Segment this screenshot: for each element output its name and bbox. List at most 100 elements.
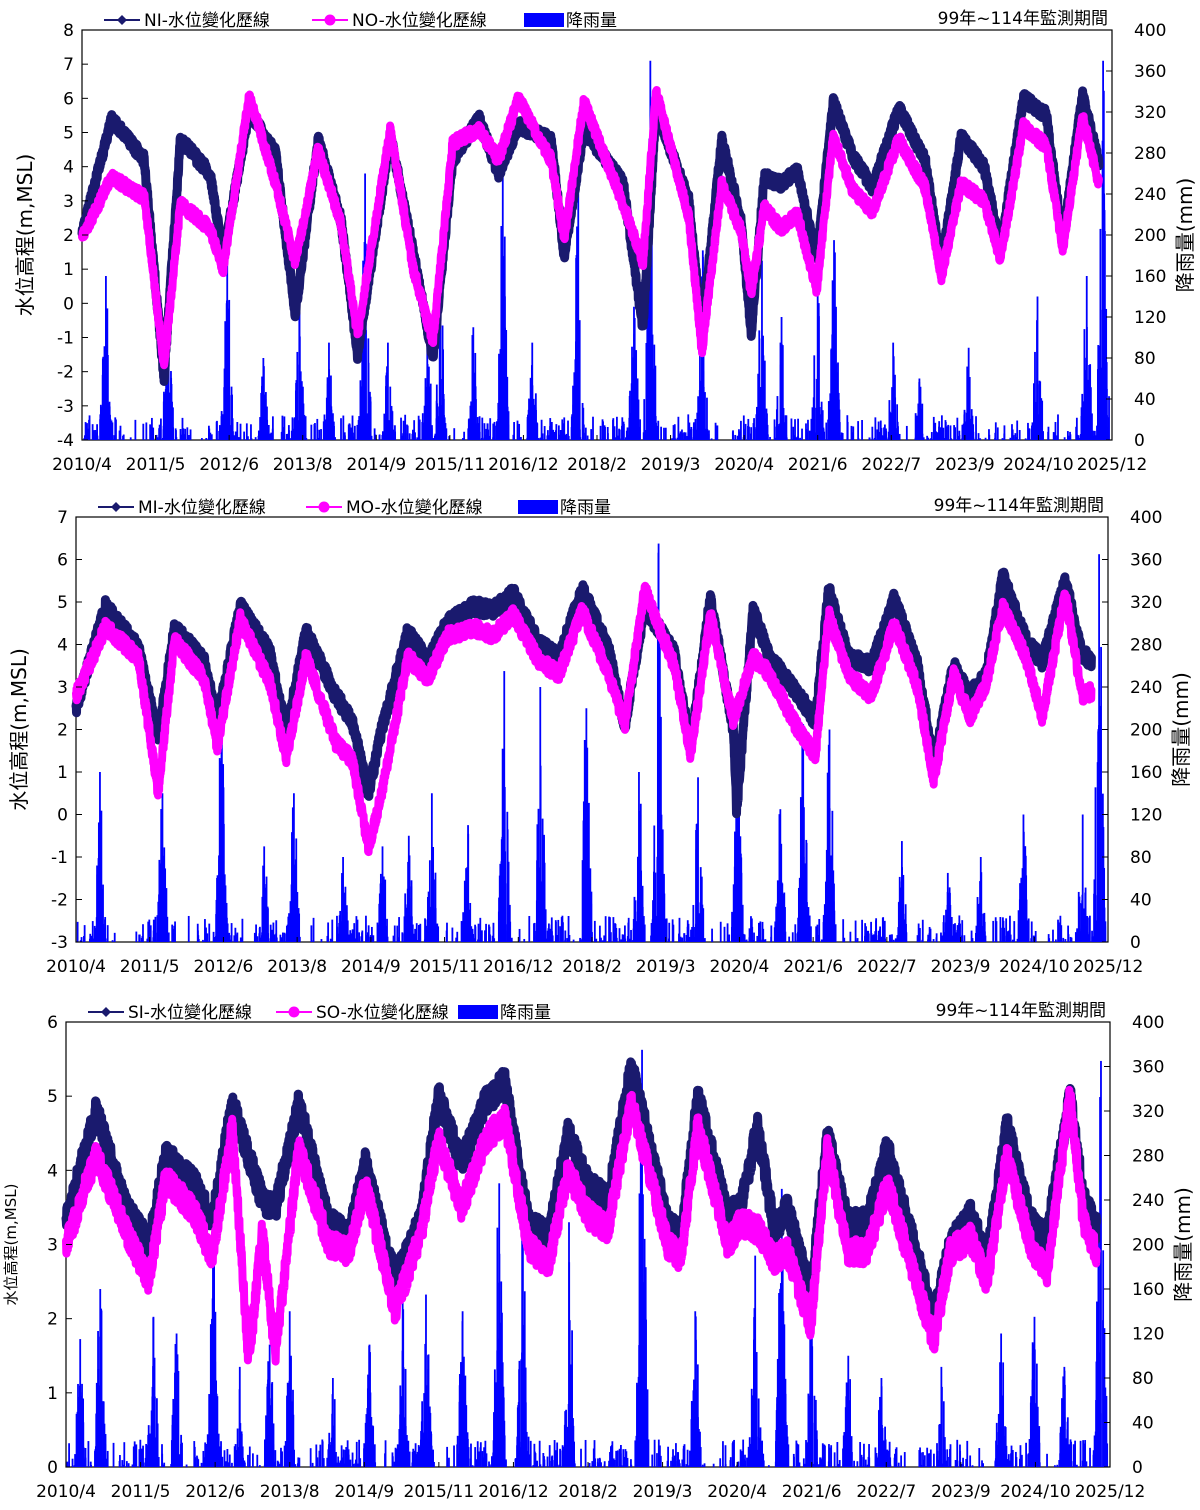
y2-tick-label: 240 xyxy=(1134,185,1166,205)
rainfall-bar xyxy=(929,438,932,440)
rainfall-bar xyxy=(1103,867,1106,942)
rainfall-bar xyxy=(604,916,607,942)
rainfall-bar xyxy=(1077,435,1080,440)
rainfall-bar xyxy=(885,430,888,440)
x-tick-label: 2013/8 xyxy=(260,1482,320,1502)
rainfall-bar xyxy=(830,1445,833,1467)
rainfall-bar xyxy=(849,1379,851,1467)
rainfall-bar xyxy=(103,403,106,440)
rainfall-bar xyxy=(216,420,218,440)
rainfall-bar xyxy=(394,431,397,440)
rainfall-bar xyxy=(959,923,961,942)
rainfall-bar xyxy=(638,1193,641,1467)
rainfall-bar xyxy=(414,432,416,440)
rainfall-bar xyxy=(105,1458,108,1467)
rainfall-bar xyxy=(341,1457,344,1467)
rainfall-bar xyxy=(435,935,438,942)
rainfall-bar xyxy=(149,1446,151,1467)
rainfall-bar xyxy=(255,924,257,942)
rainfall-bar xyxy=(113,932,116,942)
rainfall-bar xyxy=(281,1451,283,1467)
rainfall-bar xyxy=(291,807,294,942)
rainfall-bar xyxy=(689,433,692,440)
rainfall-bar xyxy=(356,424,359,440)
rainfall-bar xyxy=(879,1396,881,1467)
rainfall-bar xyxy=(656,1453,658,1467)
rainfall-bar xyxy=(654,365,657,440)
rainfall-bar xyxy=(1105,388,1108,440)
rainfall-bar xyxy=(630,1459,632,1467)
x-tick-label: 2025/12 xyxy=(1077,455,1148,475)
rainfall-bar xyxy=(396,937,399,942)
rainfall-bar xyxy=(927,437,929,440)
rainfall-bar xyxy=(456,931,459,942)
rainfall-bar xyxy=(828,1447,831,1467)
rainfall-bar xyxy=(518,423,521,440)
rainfall-bar xyxy=(556,934,559,942)
rainfall-bar xyxy=(83,925,86,942)
rainfall-bar xyxy=(558,1464,561,1467)
y-tick-label: 1 xyxy=(63,260,74,280)
rainfall-bar xyxy=(477,923,480,942)
rainfall-bar xyxy=(781,893,784,942)
rainfall-bar xyxy=(200,438,203,440)
rainfall-bar xyxy=(392,433,395,440)
rainfall-bar xyxy=(528,915,531,942)
x-tick-label: 2021/6 xyxy=(783,957,843,977)
rainfall-bar xyxy=(209,432,212,440)
rainfall-bar xyxy=(96,874,99,942)
rainfall-bar xyxy=(194,1457,197,1467)
rainfall-bar xyxy=(805,842,808,942)
legend-label: SO-水位變化歷線 xyxy=(316,1003,449,1023)
rainfall-bar xyxy=(339,910,342,942)
rainfall-bar xyxy=(825,422,828,440)
rainfall-bar xyxy=(93,430,95,440)
rainfall-bar xyxy=(553,431,556,440)
rainfall-bar xyxy=(297,1457,300,1467)
rainfall-bar xyxy=(432,1449,434,1467)
rainfall-bar xyxy=(291,417,294,440)
rainfall-bar xyxy=(89,933,92,942)
x-tick-label: 2014/9 xyxy=(346,455,406,475)
rainfall-bar xyxy=(208,428,211,440)
rainfall-bar xyxy=(402,420,405,440)
rainfall-bar xyxy=(578,320,581,440)
rainfall-bar xyxy=(365,413,368,440)
rainfall-bar xyxy=(1060,925,1063,942)
rainfall-bar xyxy=(370,435,373,440)
plot-frame xyxy=(75,516,1109,943)
rainfall-bar xyxy=(314,423,316,440)
rainfall-bar xyxy=(942,1401,945,1467)
rainfall-bar xyxy=(147,1425,150,1467)
x-tick-label: 2015/11 xyxy=(404,1482,475,1502)
rainfall-bar xyxy=(683,1444,686,1467)
rainfall-bar xyxy=(952,924,955,942)
rainfall-bar xyxy=(122,434,125,440)
rainfall-bar xyxy=(266,435,269,440)
rainfall-bar xyxy=(556,1442,559,1467)
rainfall-bar xyxy=(636,1437,639,1467)
rainfall-bar xyxy=(863,1443,865,1467)
rainfall-bar xyxy=(594,1458,597,1467)
rainfall-bar xyxy=(1089,915,1091,942)
rainfall-bar xyxy=(567,916,570,942)
x-tick-label: 2024/10 xyxy=(1000,1482,1071,1502)
x-tick-label: 2010/4 xyxy=(46,957,106,977)
rainfall-bar xyxy=(90,1465,93,1467)
rainfall-bar xyxy=(237,1462,240,1467)
rainfall-bar xyxy=(100,1310,103,1467)
rainfall-bar xyxy=(939,1423,941,1467)
rainfall-bar xyxy=(84,1448,87,1467)
rainfall-bar xyxy=(592,416,594,440)
y2-tick-label: 240 xyxy=(1132,1191,1164,1211)
rainfall-bars xyxy=(66,1049,1109,1468)
rainfall-bar xyxy=(958,434,961,440)
rainfall-bar xyxy=(902,874,905,942)
rainfall-bar xyxy=(754,1255,757,1468)
x-tick-label: 2010/4 xyxy=(52,455,112,475)
rainfall-bar xyxy=(1079,903,1081,942)
rainfall-bar xyxy=(756,935,759,942)
rainfall-bar xyxy=(200,1462,203,1467)
rainfall-bar xyxy=(296,351,299,440)
rainfall-bar xyxy=(612,917,615,942)
